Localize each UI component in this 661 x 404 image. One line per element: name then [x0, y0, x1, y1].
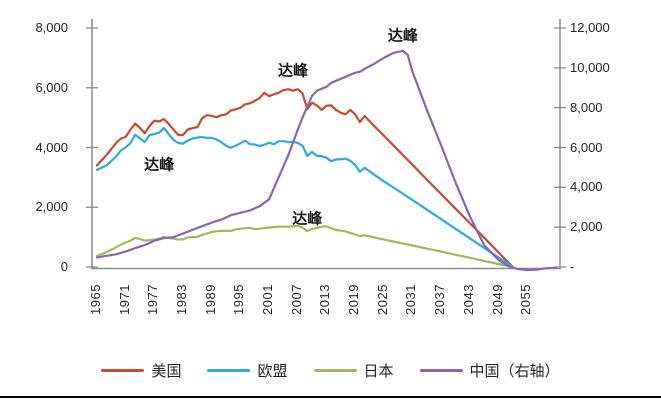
x-axis-tick-label: 2019: [346, 284, 362, 315]
x-axis-tick-label: 1977: [145, 284, 161, 315]
legend-swatch-icon: [419, 368, 463, 372]
series-line-3: [95, 49, 558, 272]
line-chart-canvas: [86, 19, 566, 272]
legend-item-0: 美国: [101, 360, 181, 381]
x-axis-tick-label: 2049: [489, 284, 505, 315]
x-axis-tick-label: 2013: [317, 284, 333, 315]
x-axis-tick-label: 1965: [88, 284, 103, 315]
legend-label: 日本: [363, 362, 394, 380]
left-axis-tick-label: 8,000: [35, 20, 68, 35]
x-axis-tick-label: 2025: [374, 284, 390, 315]
x-axis-tick-label: 1971: [116, 284, 132, 315]
legend-label: 中国（右轴）: [469, 362, 560, 380]
peak-annotation-china: 达峰: [387, 27, 418, 45]
x-axis-tick-label: 2037: [432, 284, 448, 315]
legend-label: 美国: [151, 362, 182, 380]
right-axis-tick-label: 6,000: [570, 139, 603, 155]
legend-item-3: 中国（右轴）: [419, 360, 560, 381]
right-axis-tick-label: -: [570, 259, 575, 274]
peak-annotation-us: 达峰: [277, 62, 308, 80]
x-axis-tick-label: 2043: [460, 284, 476, 315]
peak-annotation-eu: 达峰: [144, 156, 175, 174]
series-line-2: [95, 224, 515, 269]
x-axis-tick-label: 2001: [260, 284, 276, 315]
left-axis-tick-label: 0: [60, 259, 68, 274]
series-line-1: [95, 127, 515, 269]
bottom-divider-line: [0, 396, 661, 398]
legend-item-2: 日本: [313, 360, 394, 381]
left-axis-tick-label: 4,000: [35, 139, 68, 155]
x-axis-tick-label: 2055: [518, 284, 534, 315]
peak-annotation-japan: 达峰: [292, 210, 323, 228]
chart-legend: 美国 欧盟 日本 中国（右轴）: [0, 356, 661, 384]
right-axis-tick-label: 2,000: [570, 219, 603, 235]
x-axis-tick-label: 2007: [288, 284, 304, 315]
x-axis-tick-label: 2031: [403, 284, 419, 315]
x-axis-tick-label: 1983: [174, 284, 190, 315]
right-axis-tick-label: 10,000: [570, 59, 610, 75]
legend-swatch-icon: [207, 368, 251, 372]
legend-swatch-icon: [313, 368, 357, 372]
x-axis-tick-label: 1995: [231, 284, 247, 315]
right-axis-tick-label: 8,000: [570, 99, 603, 115]
right-axis-tick-label: 12,000: [570, 20, 610, 35]
left-axis-tick-label: 2,000: [35, 199, 68, 215]
series-line-0: [95, 88, 515, 269]
x-axis-tick-label: 1989: [202, 284, 218, 315]
legend-swatch-icon: [101, 368, 145, 372]
legend-label: 欧盟: [257, 362, 288, 380]
right-axis-tick-label: 4,000: [570, 179, 603, 195]
legend-item-1: 欧盟: [207, 360, 288, 381]
left-axis-tick-label: 6,000: [35, 79, 68, 95]
